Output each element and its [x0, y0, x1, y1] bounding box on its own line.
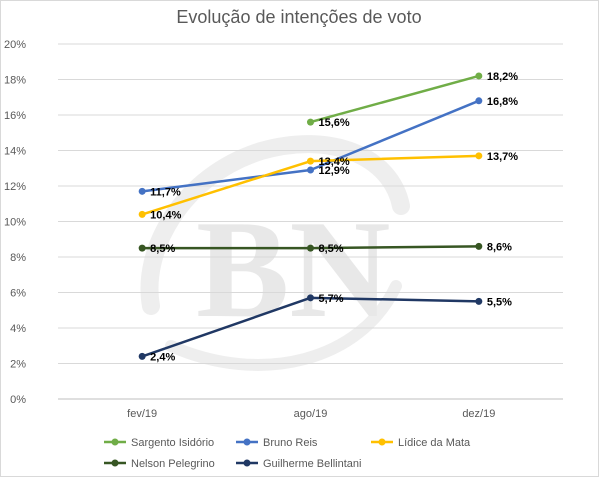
data-point — [475, 242, 483, 250]
x-tick-label: fev/19 — [127, 408, 157, 420]
chart-title: Evolução de intenções de voto — [176, 7, 421, 27]
x-axis: fev/19 ago/19 dez/19 — [127, 408, 495, 420]
y-tick-label: 10% — [4, 217, 26, 229]
data-label: 5,5% — [487, 296, 512, 308]
x-tick-label: dez/19 — [462, 408, 495, 420]
data-label: 13,7% — [487, 151, 518, 163]
legend-swatch-marker — [111, 438, 119, 446]
data-point — [475, 152, 483, 160]
data-point — [307, 294, 314, 302]
data-point — [307, 244, 314, 252]
y-tick-label: 14% — [4, 146, 26, 158]
data-point — [138, 187, 146, 195]
data-label: 16,8% — [487, 96, 518, 108]
y-tick-label: 18% — [4, 75, 26, 87]
data-label: 13,4% — [319, 156, 350, 168]
y-tick-label: 20% — [4, 39, 26, 51]
data-label: 10,4% — [150, 209, 181, 221]
data-point — [475, 297, 483, 305]
data-label: 11,7% — [150, 186, 181, 198]
legend-swatch-marker — [378, 438, 386, 446]
series-line — [310, 74, 480, 124]
data-point — [138, 352, 146, 360]
data-label: 15,6% — [319, 117, 350, 129]
data-labels: 15,6% 18,2% 11,7% 12,9% 16,8% 10,4% 13,4% 13,7%… — [150, 71, 518, 363]
data-label: 12,9% — [319, 165, 350, 177]
x-tick-label: ago/19 — [294, 408, 328, 420]
data-point — [138, 244, 146, 252]
y-tick-label: 16% — [4, 110, 26, 122]
y-tick-label: 0% — [10, 394, 26, 406]
legend-swatch-marker — [243, 459, 251, 467]
legend-entry-label: Sargento Isidório — [131, 437, 214, 449]
watermark-text: BN — [196, 192, 390, 347]
y-axis: 0% 2% 4% 6% 8% 10% 12% 14% 16% 18% 20% — [4, 39, 26, 406]
legend-swatch-marker — [243, 438, 251, 446]
watermark-logo: BN — [140, 135, 410, 371]
legend-entry-label: Bruno Reis — [263, 437, 318, 449]
data-label: 2,4% — [150, 351, 175, 363]
legend-entry-label: Nelson Pelegrino — [131, 458, 215, 470]
legend-swatch-marker — [111, 459, 119, 467]
y-tick-label: 12% — [4, 181, 26, 193]
data-point — [307, 118, 314, 126]
series-group — [138, 72, 483, 360]
data-label: 8,6% — [487, 241, 512, 253]
data-point — [307, 157, 314, 165]
legend-entry-label: Lídice da Mata — [398, 437, 471, 449]
legend-entry-label: Guilherme Bellintani — [263, 458, 361, 470]
y-tick-label: 8% — [10, 252, 26, 264]
data-label: 5,7% — [319, 293, 344, 305]
y-tick-label: 6% — [10, 288, 26, 300]
legend: Sargento Isidório Bruno Reis Lídice da Mat… — [104, 437, 471, 470]
data-point — [475, 72, 483, 80]
data-label: 18,2% — [487, 71, 518, 83]
data-label: 8,5% — [319, 243, 344, 255]
data-label: 8,5% — [150, 243, 175, 255]
data-point — [138, 210, 146, 218]
gridlines — [58, 43, 563, 400]
data-point — [307, 166, 314, 174]
y-tick-label: 4% — [10, 323, 26, 335]
y-tick-label: 2% — [10, 359, 26, 371]
data-point — [475, 97, 483, 105]
